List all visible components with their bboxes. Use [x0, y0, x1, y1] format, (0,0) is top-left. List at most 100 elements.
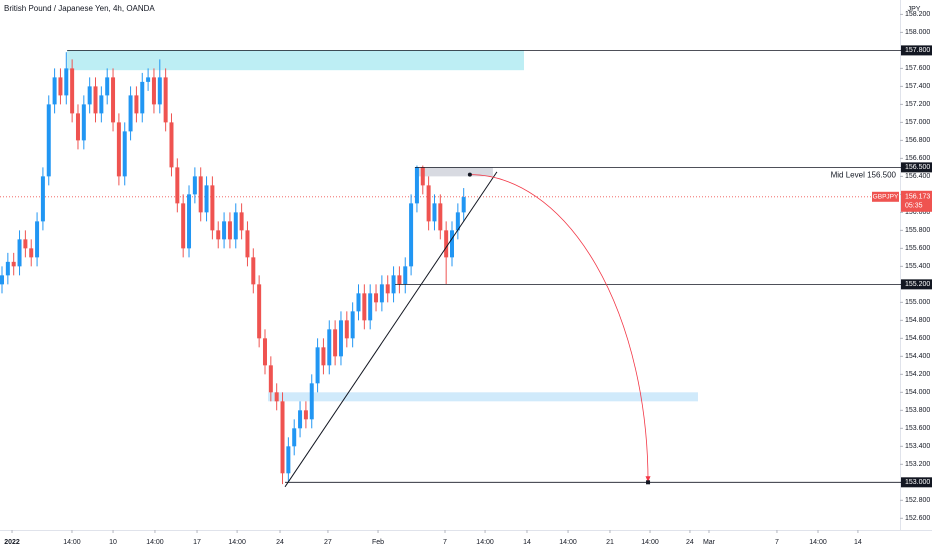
y-tick-label: 153.400: [905, 443, 930, 450]
candle-body: [52, 77, 57, 105]
candle-body: [280, 401, 285, 474]
price-tag-label: 153.000: [905, 479, 930, 486]
candle-body: [432, 203, 437, 222]
candle-body: [455, 212, 460, 231]
x-tick-label: 14:00: [146, 539, 164, 546]
y-tick-label: 156.000: [905, 209, 930, 216]
candle-body: [128, 95, 133, 132]
price-tag: [901, 162, 932, 173]
candle-body: [268, 365, 273, 393]
last-price-tag: [901, 190, 932, 212]
candle-body: [356, 293, 361, 312]
y-tick-label: 154.600: [905, 335, 930, 342]
x-tick-label: 2022: [4, 539, 20, 546]
symbol-tag: [872, 191, 899, 202]
candle-body: [420, 167, 425, 186]
y-tick-label: 155.400: [905, 263, 930, 270]
x-tick-label: 14: [523, 539, 531, 546]
candle-body: [99, 95, 104, 114]
trendline: [284, 171, 498, 488]
currency-label: JPY: [908, 6, 921, 13]
y-tick-label: 155.000: [905, 299, 930, 306]
x-tick-label: 27: [324, 539, 332, 546]
candle-body: [58, 77, 63, 96]
y-tick-label: 158.200: [905, 11, 930, 18]
y-tick-label: 157.000: [905, 119, 930, 126]
y-tick-label: 154.000: [905, 389, 930, 396]
candle-body: [0, 275, 5, 285]
candle-body: [379, 284, 384, 303]
candle-body: [391, 275, 396, 294]
arc-start: [467, 172, 472, 177]
x-tick-label: Feb: [372, 539, 384, 546]
candle-body: [350, 311, 355, 339]
candle-body: [233, 212, 238, 240]
chart-title: British Pound / Japanese Yen, 4h, OANDA: [4, 4, 155, 13]
candle-body: [70, 68, 75, 114]
candle-body: [210, 185, 215, 231]
y-tick-label: 152.600: [905, 515, 930, 522]
candle-body: [444, 230, 449, 258]
candle-body: [403, 266, 408, 285]
candle-body: [257, 284, 262, 339]
candle-body: [262, 338, 267, 366]
price-tag-label: 155.200: [905, 281, 930, 288]
candle-body: [251, 257, 256, 285]
y-tick-label: 153.200: [905, 461, 930, 468]
y-tick-label: 153.800: [905, 407, 930, 414]
x-tick-label: 14: [854, 539, 862, 546]
candle-body: [344, 320, 349, 339]
candle-body: [315, 347, 320, 384]
candle-body: [414, 167, 419, 204]
y-tick-label: 152.800: [905, 497, 930, 504]
x-tick-label: 21: [606, 539, 614, 546]
candle-body: [245, 230, 250, 258]
price-tag: [901, 477, 932, 488]
candle-body: [450, 230, 455, 258]
x-tick-label: 14:00: [641, 539, 659, 546]
y-tick-label: 156.800: [905, 137, 930, 144]
x-tick-label: 14:00: [559, 539, 577, 546]
x-tick-label: Mar: [703, 539, 716, 546]
candle-body: [461, 197, 466, 213]
candle-body: [204, 185, 209, 213]
y-tick-label: 158.000: [905, 29, 930, 36]
candle-body: [116, 122, 121, 177]
candle-body: [333, 329, 338, 357]
candle-body: [438, 203, 443, 231]
plot: 152.600 152.800 153.000 153.200 153.400 153.6…: [0, 11, 932, 546]
candle-body: [75, 113, 80, 141]
zone: [267, 392, 698, 402]
candle-body: [81, 104, 86, 141]
x-tick-label: 14:00: [228, 539, 246, 546]
x-tick-label: 24: [276, 539, 284, 546]
x-tick-label: 14:00: [809, 539, 827, 546]
x-tick-label: 14:00: [476, 539, 494, 546]
zone: [67, 50, 524, 71]
candle-body: [35, 221, 40, 258]
candle-body: [227, 221, 232, 240]
candle-body: [374, 293, 379, 303]
candle-body: [46, 104, 51, 177]
projection-arc: [469, 174, 649, 483]
candle-body: [11, 261, 16, 267]
candle-body: [409, 203, 414, 267]
candle-body: [134, 95, 139, 114]
candle-body: [93, 86, 98, 114]
candle-body: [87, 86, 92, 105]
candle-body: [192, 176, 197, 195]
candle-body: [169, 122, 174, 168]
candle-body: [40, 176, 45, 222]
candle-body: [187, 194, 192, 249]
candle-body: [198, 176, 203, 213]
y-tick-label: 157.600: [905, 65, 930, 72]
candle-body: [181, 203, 186, 249]
candle-body: [292, 428, 297, 447]
candle-body: [338, 320, 343, 357]
candle-body: [368, 293, 373, 321]
candle-body: [385, 284, 390, 294]
x-tick-label: 14:00: [63, 539, 81, 546]
candle-body: [5, 261, 10, 276]
candle-body: [140, 81, 145, 114]
